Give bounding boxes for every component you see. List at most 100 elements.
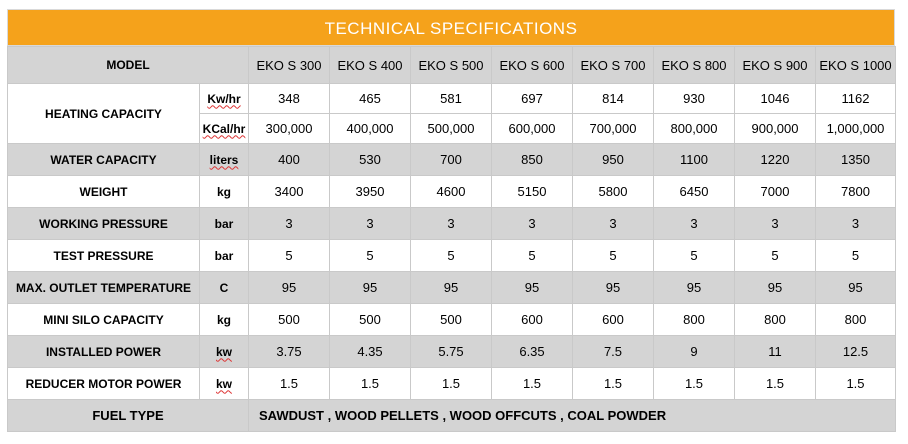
model-cell: EKO S 800 — [653, 46, 735, 84]
value-cell: 950 — [572, 143, 654, 176]
row-label: TEST PRESSURE — [7, 239, 200, 272]
value-cell: 1.5 — [815, 367, 896, 400]
unit-cell: KCal/hr — [199, 113, 249, 144]
unit-cell: bar — [199, 239, 249, 272]
unit-cell: C — [199, 271, 249, 304]
value-cell: 800 — [653, 303, 735, 336]
value-cell: 11 — [734, 335, 816, 368]
model-label: MODEL — [7, 46, 249, 84]
value-cell: 1.5 — [653, 367, 735, 400]
value-cell: 1220 — [734, 143, 816, 176]
value-cell: 3 — [815, 207, 896, 240]
spec-row: WORKING PRESSURE bar 3 3 3 3 3 3 3 3 — [7, 207, 896, 240]
row-label: REDUCER MOTOR POWER — [7, 367, 200, 400]
spec-table: MODEL EKO S 300 EKO S 400 EKO S 500 EKO … — [7, 46, 896, 432]
value-cell: 5 — [572, 239, 654, 272]
value-cell: 12.5 — [815, 335, 896, 368]
unit-cell: kg — [199, 175, 249, 208]
fuel-label: FUEL TYPE — [7, 399, 249, 432]
value-cell: 600,000 — [491, 113, 573, 144]
value-cell: 3400 — [248, 175, 330, 208]
value-cell: 95 — [572, 271, 654, 304]
value-cell: 1,000,000 — [815, 113, 896, 144]
row-label: WATER CAPACITY — [7, 143, 200, 176]
value-cell: 500 — [329, 303, 411, 336]
value-cell: 4.35 — [329, 335, 411, 368]
value-cell: 1.5 — [248, 367, 330, 400]
unit-cell: Kw/hr — [199, 83, 249, 114]
value-cell: 1.5 — [572, 367, 654, 400]
value-cell: 400 — [248, 143, 330, 176]
value-cell: 95 — [815, 271, 896, 304]
value-cell: 348 — [248, 83, 330, 114]
value-cell: 4600 — [410, 175, 492, 208]
heating-row-kw: HEATING CAPACITY Kw/hr 348 465 581 697 8… — [7, 83, 896, 144]
value-cell: 3 — [410, 207, 492, 240]
spec-row: INSTALLED POWER kw 3.75 4.35 5.75 6.35 7.5 9 11 1… — [7, 335, 896, 368]
value-cell: 500 — [248, 303, 330, 336]
unit-text: Kw/hr — [207, 91, 241, 106]
spec-table-body: MODEL EKO S 300 EKO S 400 EKO S 500 EKO … — [7, 46, 896, 432]
unit-cell: bar — [199, 207, 249, 240]
value-cell: 95 — [734, 271, 816, 304]
model-cell: EKO S 500 — [410, 46, 492, 84]
value-cell: 581 — [410, 83, 492, 114]
value-cell: 95 — [410, 271, 492, 304]
heating-label: HEATING CAPACITY — [7, 83, 200, 144]
value-cell: 5800 — [572, 175, 654, 208]
value-cell: 800,000 — [653, 113, 735, 144]
value-cell: 500 — [410, 303, 492, 336]
row-label: INSTALLED POWER — [7, 335, 200, 368]
value-cell: 700 — [410, 143, 492, 176]
value-cell: 95 — [491, 271, 573, 304]
model-cell: EKO S 300 — [248, 46, 330, 84]
value-cell: 95 — [653, 271, 735, 304]
value-cell: 814 — [572, 83, 654, 114]
value-cell: 900,000 — [734, 113, 816, 144]
value-cell: 5 — [734, 239, 816, 272]
value-cell: 300,000 — [248, 113, 330, 144]
value-cell: 9 — [653, 335, 735, 368]
value-cell: 1162 — [815, 83, 896, 114]
value-cell: 5 — [410, 239, 492, 272]
value-cell: 3.75 — [248, 335, 330, 368]
model-cell: EKO S 900 — [734, 46, 816, 84]
fuel-value: SAWDUST , WOOD PELLETS , WOOD OFFCUTS , … — [248, 399, 896, 432]
value-cell: 5 — [653, 239, 735, 272]
fuel-row: FUEL TYPE SAWDUST , WOOD PELLETS , WOOD O… — [7, 399, 896, 432]
unit-cell: kw — [199, 367, 249, 400]
spec-sheet: TECHNICAL SPECIFICATIONS MODEL EKO S 300… — [7, 9, 896, 432]
spec-row: WATER CAPACITY liters 400 530 700 850 950 1100 1… — [7, 143, 896, 176]
model-cell: EKO S 600 — [491, 46, 573, 84]
spec-row: MAX. OUTLET TEMPERATURE C 95 95 95 95 95 95 95 95 — [7, 271, 896, 304]
value-cell: 5.75 — [410, 335, 492, 368]
value-cell: 1.5 — [734, 367, 816, 400]
value-cell: 1046 — [734, 83, 816, 114]
model-cell: EKO S 1000 — [815, 46, 896, 84]
unit-cell: liters — [199, 143, 249, 176]
value-cell: 5 — [815, 239, 896, 272]
spec-title: TECHNICAL SPECIFICATIONS — [7, 9, 895, 46]
model-cell: EKO S 400 — [329, 46, 411, 84]
unit-cell: kg — [199, 303, 249, 336]
value-cell: 500,000 — [410, 113, 492, 144]
value-cell: 3 — [329, 207, 411, 240]
value-cell: 5 — [491, 239, 573, 272]
value-cell: 800 — [815, 303, 896, 336]
value-cell: 3 — [653, 207, 735, 240]
value-cell: 930 — [653, 83, 735, 114]
value-cell: 95 — [329, 271, 411, 304]
model-row: MODEL EKO S 300 EKO S 400 EKO S 500 EKO … — [7, 46, 896, 84]
value-cell: 1100 — [653, 143, 735, 176]
unit-text: liters — [209, 152, 239, 167]
value-cell: 7.5 — [572, 335, 654, 368]
value-cell: 850 — [491, 143, 573, 176]
value-cell: 3 — [491, 207, 573, 240]
model-cell: EKO S 700 — [572, 46, 654, 84]
value-cell: 600 — [572, 303, 654, 336]
value-cell: 6.35 — [491, 335, 573, 368]
value-cell: 1.5 — [410, 367, 492, 400]
value-cell: 800 — [734, 303, 816, 336]
value-cell: 600 — [491, 303, 573, 336]
unit-text: kw — [215, 344, 232, 359]
